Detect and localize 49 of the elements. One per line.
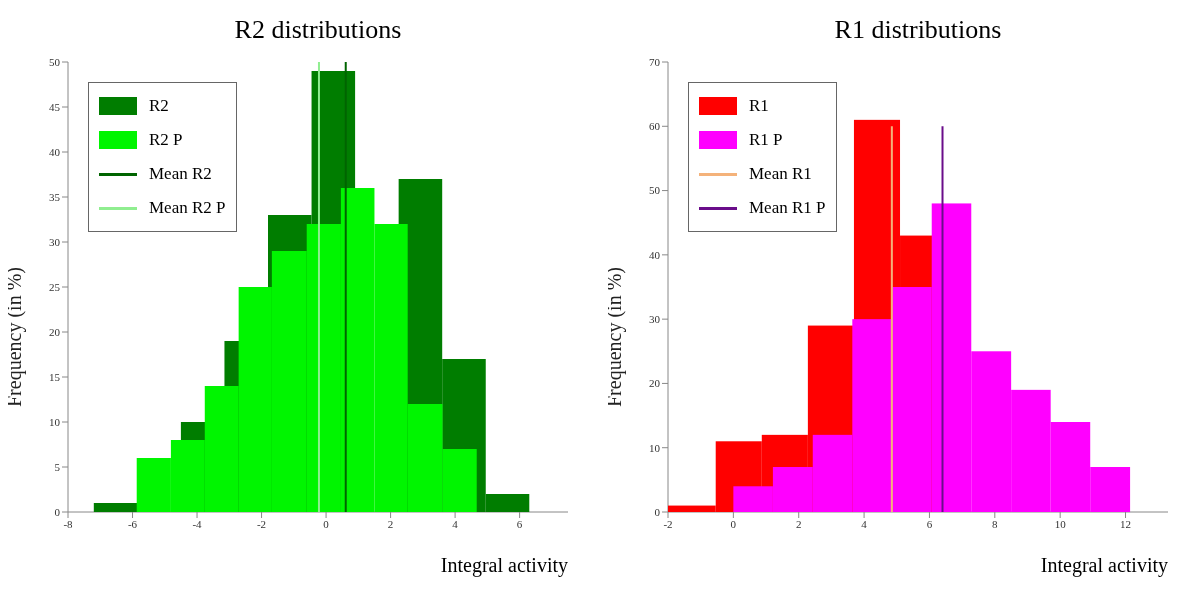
x-tick-label: 6 xyxy=(516,517,523,530)
y-tick-label: 50 xyxy=(49,55,61,68)
y-tick-label: 50 xyxy=(649,184,661,197)
x-tick-label: 10 xyxy=(1054,517,1067,530)
y-tick-label: 30 xyxy=(49,235,61,248)
x-tick-label: 2 xyxy=(387,517,394,530)
x-tick-label: 6 xyxy=(926,517,933,530)
legend-label: R1 P xyxy=(749,130,783,150)
legend-label: Mean R2 xyxy=(149,164,212,184)
legend-label: R2 P xyxy=(149,130,183,150)
x-tick-label: -2 xyxy=(663,517,673,530)
y-tick-label: 20 xyxy=(649,377,661,390)
x-tick-label: -2 xyxy=(256,517,267,530)
x-axis-title: Integral activity xyxy=(439,554,569,577)
legend-label: R2 xyxy=(149,96,169,116)
legend-label: Mean R1 xyxy=(749,164,812,184)
y-tick-label: 10 xyxy=(49,415,61,428)
x-tick-label: -8 xyxy=(63,517,74,530)
legend-label: Mean R2 P xyxy=(149,198,226,218)
x-tick-label: 4 xyxy=(452,517,459,530)
y-tick-label: 25 xyxy=(49,280,61,293)
x-tick-label: 0 xyxy=(323,517,330,530)
y-tick-label: 60 xyxy=(649,120,661,133)
x-tick-label: -4 xyxy=(192,517,203,530)
x-tick-label: 8 xyxy=(992,517,999,530)
y-tick-label: 0 xyxy=(54,505,61,518)
y-axis-title: Frequency (in %) xyxy=(3,267,27,407)
y-tick-label: 10 xyxy=(649,441,661,454)
x-tick-label: 0 xyxy=(730,517,737,530)
y-tick-label: 70 xyxy=(649,55,661,68)
y-axis-title: Frequency (in %) xyxy=(603,267,627,407)
y-tick-label: 0 xyxy=(654,505,661,518)
y-tick-label: 20 xyxy=(49,325,61,338)
legend-label: Mean R1 P xyxy=(749,198,826,218)
x-axis-title: Integral activity xyxy=(1039,554,1169,577)
y-tick-label: 40 xyxy=(49,145,61,158)
x-tick-label: 12 xyxy=(1120,517,1132,530)
y-tick-label: 5 xyxy=(54,460,61,473)
y-tick-label: 30 xyxy=(649,313,661,326)
y-tick-label: 35 xyxy=(49,190,61,203)
y-tick-label: 45 xyxy=(49,100,61,113)
x-tick-label: -6 xyxy=(127,517,138,530)
chart-title: R1 distributions xyxy=(833,14,1003,46)
legend-label: R1 xyxy=(749,96,769,116)
y-tick-label: 15 xyxy=(49,370,61,383)
x-tick-label: 2 xyxy=(795,517,802,530)
x-tick-label: 4 xyxy=(861,517,868,530)
chart-title: R2 distributions xyxy=(233,14,403,46)
y-tick-label: 40 xyxy=(649,248,661,261)
